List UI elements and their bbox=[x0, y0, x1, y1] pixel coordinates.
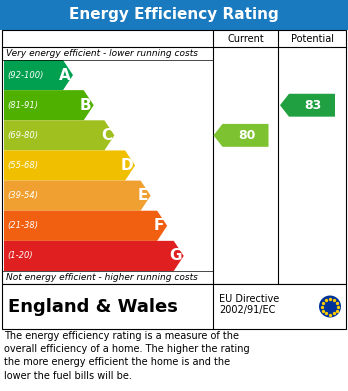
Circle shape bbox=[319, 296, 341, 317]
Text: 83: 83 bbox=[304, 99, 322, 112]
Text: (39-54): (39-54) bbox=[7, 191, 38, 200]
Text: Very energy efficient - lower running costs: Very energy efficient - lower running co… bbox=[6, 49, 198, 58]
Polygon shape bbox=[4, 181, 151, 211]
Text: (92-100): (92-100) bbox=[7, 70, 44, 80]
Polygon shape bbox=[4, 60, 73, 90]
Text: EU Directive
2002/91/EC: EU Directive 2002/91/EC bbox=[219, 294, 279, 315]
Text: 80: 80 bbox=[238, 129, 255, 142]
Text: E: E bbox=[137, 188, 148, 203]
Text: England & Wales: England & Wales bbox=[8, 298, 178, 316]
Text: (69-80): (69-80) bbox=[7, 131, 38, 140]
Text: B: B bbox=[80, 98, 92, 113]
Polygon shape bbox=[4, 211, 167, 241]
Text: The energy efficiency rating is a measure of the
overall efficiency of a home. T: The energy efficiency rating is a measur… bbox=[4, 331, 250, 380]
Bar bbox=[2, 284, 346, 329]
Polygon shape bbox=[214, 124, 269, 147]
Text: F: F bbox=[154, 218, 164, 233]
Text: C: C bbox=[101, 128, 112, 143]
Polygon shape bbox=[280, 94, 335, 117]
Bar bbox=[0, 0, 348, 30]
Polygon shape bbox=[4, 120, 114, 151]
Text: Current: Current bbox=[227, 34, 264, 43]
Text: Not energy efficient - higher running costs: Not energy efficient - higher running co… bbox=[6, 273, 198, 282]
Polygon shape bbox=[4, 241, 184, 271]
Text: A: A bbox=[59, 68, 71, 83]
Text: G: G bbox=[169, 248, 182, 264]
Text: (1-20): (1-20) bbox=[7, 251, 33, 260]
Bar bbox=[2, 30, 346, 284]
Text: (81-91): (81-91) bbox=[7, 101, 38, 110]
Text: Potential: Potential bbox=[291, 34, 333, 43]
Polygon shape bbox=[4, 90, 94, 120]
Text: Energy Efficiency Rating: Energy Efficiency Rating bbox=[69, 7, 279, 23]
Polygon shape bbox=[4, 151, 135, 181]
Text: (55-68): (55-68) bbox=[7, 161, 38, 170]
Text: D: D bbox=[121, 158, 133, 173]
Text: (21-38): (21-38) bbox=[7, 221, 38, 230]
